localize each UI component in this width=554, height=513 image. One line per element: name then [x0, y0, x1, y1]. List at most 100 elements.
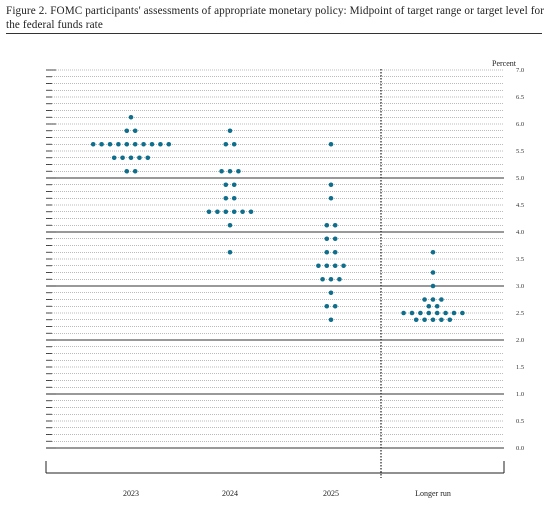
projection-dot — [227, 128, 233, 134]
projection-dot — [223, 182, 229, 188]
projection-dot — [227, 168, 233, 174]
y-tick-label: 6.0 — [516, 121, 524, 128]
figure-caption: Figure 2. FOMC participants' assessments… — [6, 5, 545, 31]
y-tick-label: 5.5 — [516, 148, 524, 155]
projection-dot — [99, 141, 104, 147]
y-tick-label: 3.0 — [516, 283, 524, 290]
y-tick-label: 2.5 — [516, 310, 524, 317]
x-category-label: 2025 — [323, 489, 339, 498]
projection-dot — [328, 195, 334, 201]
projection-dot — [236, 168, 241, 174]
projection-dot — [124, 141, 130, 147]
projection-dot — [320, 276, 325, 282]
x-category-label: Longer run — [415, 489, 451, 498]
projection-dot — [223, 141, 229, 147]
projection-dot — [324, 249, 330, 255]
projection-dot — [328, 290, 334, 296]
projection-dot — [409, 310, 415, 316]
caption-rule — [6, 33, 542, 34]
projection-dot — [430, 297, 436, 302]
projection-dot — [124, 168, 130, 174]
projection-dot — [149, 141, 155, 147]
x-category-label: 2023 — [123, 489, 139, 498]
projection-dot — [206, 209, 212, 215]
projection-dot — [132, 168, 138, 174]
projection-dot — [141, 141, 146, 147]
projection-dot — [434, 303, 440, 309]
projection-dot — [328, 276, 334, 282]
y-tick-label: 1.5 — [516, 364, 524, 371]
projection-dot — [430, 270, 436, 275]
y-axis-unit-label: Percent — [492, 59, 517, 68]
projection-dot — [137, 155, 142, 161]
projection-dot — [223, 195, 229, 201]
projection-dot — [434, 310, 440, 316]
projection-dot — [332, 263, 338, 269]
projection-dot — [422, 317, 427, 323]
projection-dot — [447, 317, 453, 323]
projection-dot — [439, 317, 444, 323]
projection-dot — [324, 303, 330, 309]
y-tick-label: 6.5 — [516, 94, 524, 101]
projection-dot — [90, 141, 96, 147]
projection-dot — [223, 209, 229, 215]
projection-dot — [132, 141, 138, 147]
projection-dot — [316, 263, 321, 269]
projection-dot — [158, 141, 163, 147]
projection-dot — [439, 297, 444, 302]
projection-dot — [430, 317, 436, 323]
projection-dot — [332, 236, 338, 242]
projection-dot — [337, 276, 342, 282]
y-tick-label: 1.0 — [516, 391, 524, 398]
projection-dot — [422, 297, 427, 302]
projection-dot — [116, 141, 121, 147]
projection-dot — [128, 114, 134, 120]
projection-dot — [227, 222, 233, 228]
projection-dot — [120, 155, 125, 161]
y-tick-label: 3.5 — [516, 256, 524, 263]
projection-dot — [426, 310, 432, 316]
y-tick-label: 0.5 — [516, 418, 524, 425]
projection-dot — [328, 317, 334, 323]
projection-dot — [145, 155, 151, 161]
projection-dot — [231, 182, 237, 188]
projection-dot — [413, 317, 419, 323]
projection-dot — [324, 263, 330, 269]
projection-dot — [166, 141, 172, 147]
projection-dot — [227, 249, 233, 255]
projection-dot — [328, 182, 334, 188]
projection-dot — [240, 209, 245, 215]
projection-dot — [460, 310, 465, 316]
projection-dot — [430, 249, 436, 255]
y-tick-label: 0.0 — [516, 445, 524, 452]
projection-dot — [128, 155, 134, 161]
y-tick-label: 5.0 — [516, 175, 524, 182]
projection-dot — [430, 283, 436, 289]
projection-dot — [132, 128, 138, 134]
projection-dot — [248, 209, 254, 215]
projection-dot — [107, 141, 113, 147]
y-tick-label: 7.0 — [516, 67, 524, 74]
projection-dot — [426, 303, 432, 309]
projection-dot — [443, 310, 448, 316]
projection-dot — [324, 222, 330, 228]
projection-dot — [332, 222, 338, 228]
projection-dot — [401, 310, 406, 316]
projection-dot — [231, 195, 237, 201]
y-tick-label: 4.0 — [516, 229, 524, 236]
projection-dot — [219, 168, 224, 174]
projection-dot — [124, 128, 130, 134]
x-category-label: 2024 — [222, 489, 238, 498]
projection-dot — [111, 155, 117, 161]
projection-dot — [341, 263, 346, 269]
projection-dot — [324, 236, 330, 242]
projection-dot — [231, 141, 237, 147]
projection-dot — [451, 310, 457, 316]
y-tick-label: 4.5 — [516, 202, 524, 209]
projection-dot — [215, 209, 220, 215]
projection-dot — [332, 303, 338, 309]
projection-dot — [418, 310, 423, 316]
projection-dot — [332, 249, 338, 255]
projection-dot — [328, 141, 334, 147]
